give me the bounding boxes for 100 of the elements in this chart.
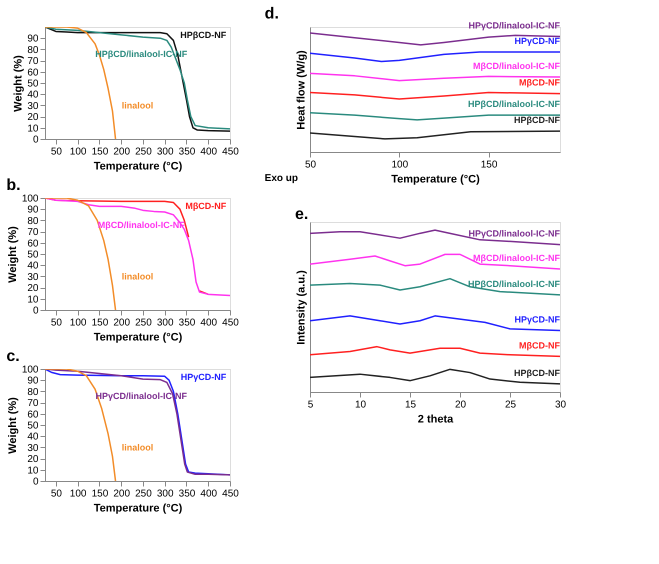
x-tick-label: 150 [92, 318, 109, 328]
series-label: linalool [122, 442, 154, 452]
x-tick-label: 450 [222, 318, 240, 328]
series-label: HPγCD-NF [514, 36, 560, 46]
y-tick-label: 60 [27, 67, 39, 78]
y-tick-label: 50 [27, 250, 39, 260]
x-axis-title: Temperature (°C) [94, 502, 183, 514]
x-tick-label: 350 [178, 488, 196, 500]
y-tick-label: 80 [27, 44, 39, 56]
x-tick-label: 350 [178, 146, 196, 158]
text: Exo up [264, 173, 298, 184]
x-tick-label: 100 [70, 488, 87, 500]
y-tick-label: 90 [27, 204, 39, 216]
y-axis-title: Heat flow (W/g) [296, 50, 308, 130]
y-tick-label: 10 [27, 294, 39, 306]
series-label: MβCD-NF [519, 78, 560, 88]
y-tick-label: 70 [27, 56, 39, 68]
series-label: HPβCD/linalool-IC-NF [468, 278, 560, 289]
x-axis-title: Temperature (°C) [391, 174, 480, 186]
x-tick-label: 150 [92, 488, 109, 500]
x-tick-label: 25 [504, 400, 516, 410]
line-series [45, 369, 230, 476]
x-tick-label: 250 [135, 146, 152, 158]
x-tick-label: 15 [404, 400, 416, 410]
x-tick-label: 50 [50, 146, 62, 158]
y-tick-label: 80 [27, 216, 39, 227]
x-tick-label: 400 [200, 318, 218, 328]
x-tick-label: 150 [92, 146, 109, 158]
y-axis-title: Weight (%) [6, 226, 19, 283]
x-tick-label: 200 [113, 318, 130, 328]
y-tick-label: 30 [27, 442, 39, 454]
x-tick-label: 300 [156, 146, 174, 158]
x-tick-label: 100 [70, 318, 87, 328]
y-axis-title: Weight (%) [6, 396, 19, 454]
y-tick-label: 30 [27, 100, 39, 112]
y-tick-label: 0 [32, 134, 39, 146]
x-tick-label: 20 [454, 400, 466, 410]
series-label: HPγCD-NF [180, 372, 227, 382]
y-tick-label: 90 [27, 34, 39, 45]
x-tick-label: 450 [222, 146, 240, 158]
chart-title: d. [264, 6, 279, 23]
x-tick-label: 50 [50, 488, 62, 500]
y-axis-title: Weight (%) [12, 54, 24, 112]
y-tick-label: 20 [27, 112, 39, 124]
x-axis-title: 2 theta [418, 414, 454, 426]
y-tick-label: 20 [27, 283, 39, 294]
x-tick-label: 150 [480, 160, 498, 170]
x-tick-label: 10 [354, 400, 366, 410]
x-tick-label: 300 [156, 318, 174, 328]
y-tick-label: 50 [27, 78, 39, 90]
series-label: HPβCD/linalool-IC-NF [468, 99, 560, 110]
series-label: HPβCD-NF [180, 30, 227, 40]
series-label: HPγCD/linalool-IC-NF [468, 228, 560, 239]
series-label: MβCD-NF [519, 340, 560, 350]
series-label: HPβCD-NF [514, 368, 560, 378]
y-tick-label: 60 [27, 409, 39, 420]
y-tick-label: 80 [27, 386, 39, 398]
x-tick-label: 300 [156, 488, 174, 500]
y-tick-label: 70 [27, 227, 39, 238]
x-tick-label: 100 [391, 160, 409, 170]
x-tick-label: 400 [200, 146, 218, 158]
y-tick-label: 90 [27, 376, 39, 387]
x-tick-label: 400 [200, 488, 218, 500]
y-tick-label: 40 [27, 432, 39, 443]
x-axis-title: Temperature (°C) [94, 160, 183, 172]
y-tick-label: 100 [22, 194, 39, 204]
x-tick-label: 250 [135, 318, 152, 328]
x-axis-title: Temperature (°C) [94, 332, 183, 344]
series-label: HPβCD-NF [514, 115, 560, 126]
y-tick-label: 40 [27, 260, 39, 272]
y-tick-label: 10 [27, 123, 39, 134]
y-tick-label: 0 [32, 476, 39, 488]
y-tick-label: 10 [27, 465, 39, 476]
x-tick-label: 50 [304, 160, 316, 170]
x-tick-label: 200 [113, 146, 130, 158]
x-tick-label: 450 [222, 488, 240, 500]
series-label: linalool [122, 271, 154, 282]
chart-title: e. [295, 206, 308, 223]
series-label: HPγCD-NF [514, 314, 560, 324]
x-tick-label: 200 [113, 488, 130, 500]
x-tick-label: 250 [135, 488, 152, 500]
x-tick-label: 350 [178, 318, 196, 328]
series-label: HPγCD/linalool-IC-NF [468, 20, 560, 31]
y-tick-label: 70 [27, 398, 39, 410]
chart-title: c. [6, 348, 20, 365]
y-tick-label: 0 [32, 306, 39, 316]
y-tick-label: 60 [27, 238, 39, 250]
y-tick-label: 50 [27, 420, 39, 432]
series-label: MβCD/linalool-IC-NF [473, 252, 560, 263]
y-tick-label: 30 [27, 272, 39, 283]
series-label: linalool [122, 100, 154, 110]
series-label: MβCD-NF [185, 200, 227, 211]
x-tick-label: 100 [70, 146, 87, 158]
series-label: MβCD/linalool-IC-NF [473, 61, 560, 71]
x-tick-label: 30 [554, 400, 566, 410]
y-tick-label: 20 [27, 454, 39, 466]
y-tick-label: 100 [22, 364, 39, 376]
x-tick-label: 50 [50, 318, 62, 328]
y-tick-label: 40 [27, 90, 39, 101]
chart-title: b. [6, 177, 21, 194]
